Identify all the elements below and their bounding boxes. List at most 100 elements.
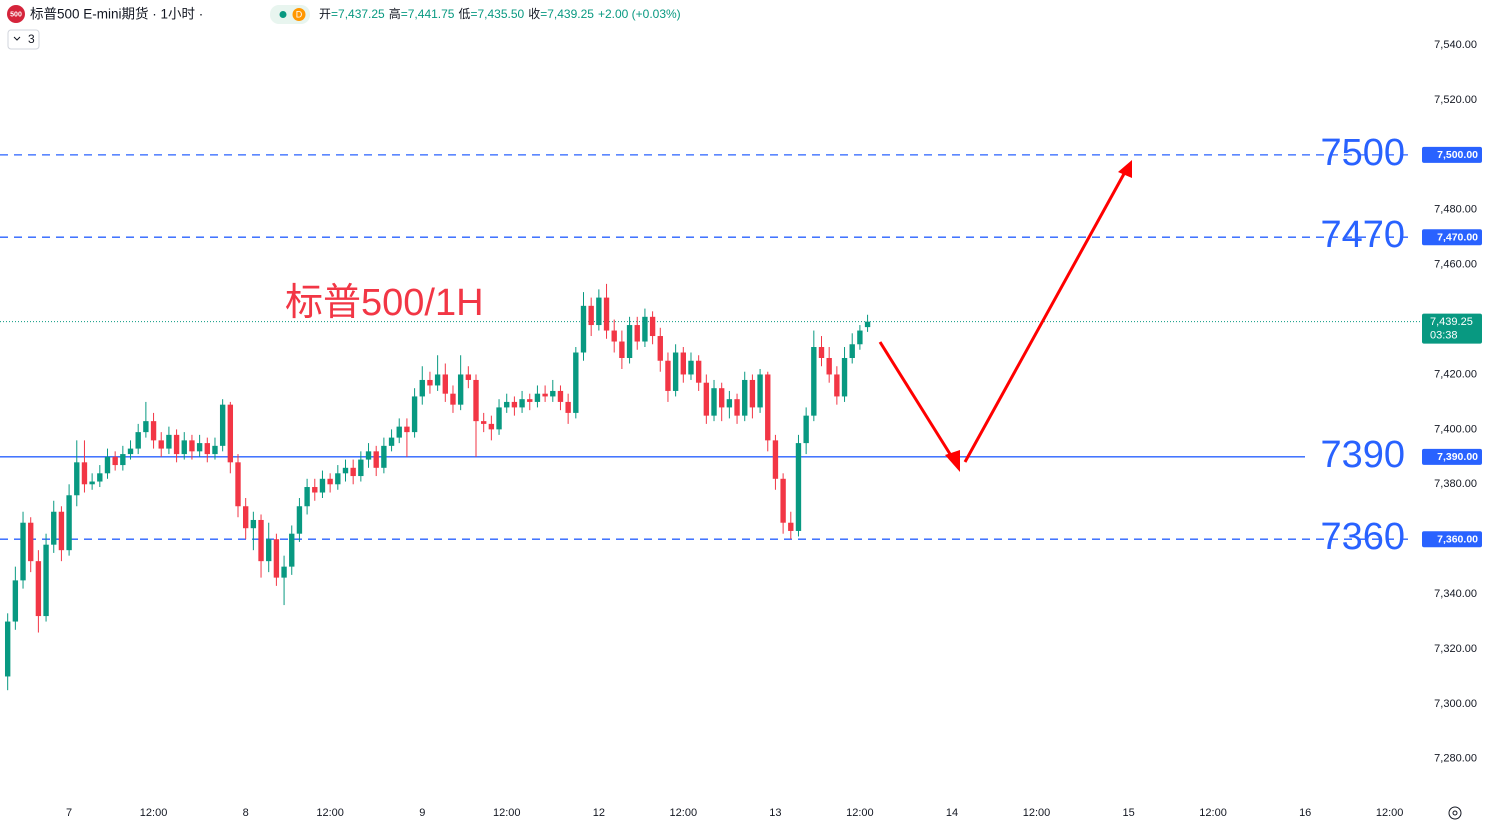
candle-body [565, 401, 571, 413]
candle-body [350, 467, 356, 477]
candle-body [626, 325, 633, 358]
y-tick-label: 7,460.00 [1434, 259, 1477, 271]
candle-body [304, 487, 310, 507]
x-tick-label: 12 [593, 807, 605, 819]
logo [7, 5, 25, 23]
badge [292, 8, 306, 21]
candle-body [711, 388, 717, 416]
ohlc-label: 收 [528, 7, 540, 21]
candle-body [388, 437, 395, 446]
plot-area [0, 44, 1420, 802]
candle-body [826, 357, 832, 375]
level-tag [1422, 146, 1482, 163]
candle-body [327, 478, 333, 485]
candle-body [365, 451, 372, 460]
candle-body [749, 379, 756, 408]
y-tick-label: 7,520.00 [1434, 94, 1477, 106]
candle-body [780, 478, 786, 523]
x-tick-label: 12:00 [1376, 807, 1404, 819]
y-tick-label: 7,400.00 [1434, 423, 1477, 435]
badge-text: D [296, 9, 303, 19]
candle-body [166, 434, 172, 449]
candle-body [481, 421, 487, 424]
x-tick-label: 13 [769, 807, 781, 819]
candle-body [189, 440, 195, 452]
candle-body [296, 506, 303, 534]
last-price-label: 7,439.25 [1430, 316, 1473, 328]
y-tick-label: 7,340.00 [1434, 588, 1477, 600]
candle-body [680, 352, 686, 375]
x-tick-label: 12:00 [1023, 807, 1051, 819]
last-price-tag [1422, 313, 1482, 344]
y-tick-label: 7,300.00 [1434, 698, 1477, 710]
candle-body [642, 316, 648, 342]
candle-body [427, 379, 433, 386]
level-tag-label: 7,390.00 [1437, 451, 1478, 463]
candle-body [772, 440, 779, 479]
x-tick-label: 14 [946, 807, 958, 819]
candle-body [857, 330, 863, 345]
candle-body [342, 467, 349, 474]
candle-body [765, 374, 771, 441]
header: 500 标普500 E-mini期货 · 1小时 · D 开=7,437.25 高… [7, 5, 681, 50]
level-label: 7360 [1320, 516, 1405, 558]
candle-body [289, 533, 295, 567]
candle-body [603, 297, 610, 331]
candle-body [28, 522, 34, 562]
arrow-down [878, 341, 957, 463]
candle-body [150, 421, 157, 441]
candle-body [319, 478, 326, 493]
candle-body [281, 566, 287, 578]
candle-body [596, 297, 602, 326]
candle-body [266, 539, 272, 562]
arrowhead [945, 450, 960, 472]
candle-body [527, 399, 533, 402]
candle-body [404, 426, 410, 433]
y-tick-label: 7,380.00 [1434, 478, 1477, 490]
candle-body [66, 495, 72, 551]
candle-body [89, 481, 95, 485]
y-tick-label: 7,540.00 [1434, 39, 1477, 51]
candle-body [550, 390, 556, 397]
ohlc-label: 开 [319, 7, 331, 21]
settings-icon[interactable] [1448, 806, 1462, 820]
candle-body [411, 396, 418, 433]
candle-body [519, 399, 525, 408]
candle-body [181, 440, 187, 455]
candle-body [695, 360, 702, 383]
x-tick-label: 7 [66, 807, 72, 819]
indicator-button[interactable] [7, 29, 40, 50]
level-tag [1422, 229, 1482, 246]
candle-body [120, 454, 126, 466]
candle-body [212, 445, 218, 455]
x-tick-label: 9 [419, 807, 425, 819]
candle-body [104, 456, 111, 474]
x-tick-label: 16 [1299, 807, 1311, 819]
candle-body [672, 352, 679, 391]
candle-body [534, 393, 541, 402]
candle-body [511, 401, 518, 408]
candle-body [173, 434, 180, 455]
annotation: 标普500/1H [285, 282, 484, 324]
symbol-title: 标普500 E-mini期货 · 1小时 · [30, 6, 203, 22]
candle-body [457, 374, 464, 405]
x-tick-label: 8 [243, 807, 249, 819]
indicator-count: 3 [28, 32, 35, 46]
y-tick-label: 7,420.00 [1434, 368, 1477, 380]
x-tick-label: 12:00 [1199, 807, 1227, 819]
candle-body [258, 519, 264, 562]
level-label: 7500 [1320, 132, 1405, 174]
candle-body [4, 621, 11, 677]
candle-body [619, 341, 625, 358]
ohlc-value: =7,441.75 [401, 7, 455, 21]
candle-body [611, 330, 617, 342]
y-tick-label: 7,480.00 [1434, 204, 1477, 216]
level-tag-label: 7,360.00 [1437, 533, 1478, 545]
candle-body [112, 456, 118, 466]
candle-body [580, 305, 587, 353]
candle-body [74, 462, 80, 496]
candle-body [788, 522, 794, 531]
candle-body [158, 440, 164, 449]
candle-body [734, 399, 740, 416]
